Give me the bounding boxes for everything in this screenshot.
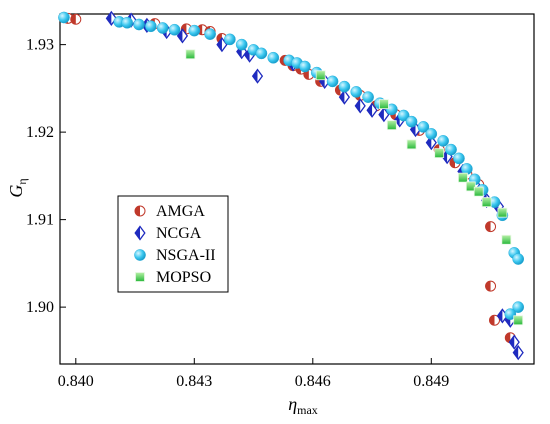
- data-point: [512, 301, 525, 313]
- data-point: [338, 89, 351, 105]
- series-nsga-ii: [58, 11, 525, 320]
- data-point: [188, 24, 201, 37]
- data-point: [299, 60, 311, 73]
- data-point: [397, 109, 410, 122]
- data-point: [156, 22, 169, 34]
- data-point: [255, 47, 268, 60]
- data-point: [508, 334, 520, 350]
- y-tick-label: 1.93: [26, 37, 54, 54]
- data-point: [145, 20, 157, 33]
- legend-label: AMGA: [156, 203, 205, 220]
- data-point: [445, 143, 457, 156]
- data-point: [362, 91, 374, 103]
- plot-area: 0.840 0.843 0.846 0.849 1.90 1.91 1.92 1.93: [26, 10, 535, 390]
- plot-frame: [59, 13, 535, 365]
- data-point: [501, 234, 512, 245]
- data-point: [405, 115, 418, 128]
- x-tick-label: 0.849: [413, 373, 449, 390]
- series-ncga: [105, 10, 524, 361]
- x-tick-label: 0.846: [295, 373, 331, 390]
- data-point: [121, 16, 133, 29]
- legend-label: NSGA-II: [156, 247, 216, 264]
- data-point: [354, 98, 366, 114]
- y-tick-label: 1.90: [26, 299, 54, 316]
- data-point: [504, 308, 517, 320]
- data-point: [485, 221, 497, 233]
- data-point: [512, 253, 525, 265]
- x-axis-label: ηmax: [288, 394, 318, 417]
- legend-marker: [134, 205, 146, 217]
- legend-label: MOPSO: [156, 269, 211, 286]
- y-axis-label: Gη: [6, 178, 29, 197]
- data-point: [417, 121, 430, 133]
- x-tick-label: 0.840: [58, 373, 94, 390]
- data-point: [216, 37, 228, 53]
- data-point: [168, 23, 181, 36]
- data-point: [465, 181, 476, 192]
- data-point: [378, 99, 389, 110]
- data-point: [437, 135, 449, 147]
- data-point: [386, 120, 397, 131]
- data-point: [434, 148, 445, 159]
- data-point: [366, 102, 378, 118]
- data-point: [70, 13, 82, 25]
- x-axis-ticks: 0.840 0.843 0.846 0.849: [58, 358, 449, 390]
- data-point: [481, 197, 492, 208]
- data-point: [326, 75, 339, 88]
- legend-marker: [134, 249, 146, 261]
- data-point: [267, 51, 280, 64]
- y-tick-label: 1.92: [26, 124, 54, 141]
- data-point: [235, 38, 248, 51]
- data-point: [350, 86, 363, 98]
- legend-entry: AMGA: [134, 203, 205, 220]
- y-axis-ticks: 1.90 1.91 1.92 1.93: [26, 37, 66, 316]
- data-point: [385, 103, 398, 116]
- data-point: [489, 314, 500, 326]
- data-point: [473, 186, 484, 197]
- legend-entry: MOPSO: [135, 269, 211, 286]
- legend-entry: NSGA-II: [134, 247, 216, 264]
- data-point: [133, 18, 145, 31]
- legend-marker: [135, 272, 145, 282]
- legend: AMGA NCGA NSGA-II MOPSO: [117, 195, 229, 293]
- data-point: [457, 172, 468, 183]
- data-point: [176, 28, 189, 44]
- data-point: [485, 280, 497, 292]
- x-tick-label: 0.843: [176, 373, 212, 390]
- data-point: [315, 70, 326, 81]
- data-point: [425, 128, 438, 140]
- data-point: [512, 345, 524, 361]
- legend-entry: NCGA: [134, 225, 202, 242]
- data-point: [513, 315, 524, 326]
- y-tick-label: 1.91: [26, 212, 54, 229]
- data-point: [406, 139, 417, 150]
- data-point: [185, 49, 196, 60]
- data-point: [497, 207, 508, 218]
- data-point: [58, 11, 70, 24]
- data-marks: [58, 10, 525, 361]
- legend-marker: [134, 225, 146, 241]
- data-point: [224, 33, 236, 46]
- legend-label: NCGA: [156, 225, 202, 242]
- data-point: [204, 28, 216, 40]
- data-point: [453, 152, 465, 165]
- series-mopso: [185, 49, 524, 326]
- data-point: [251, 68, 264, 84]
- data-point: [338, 80, 351, 93]
